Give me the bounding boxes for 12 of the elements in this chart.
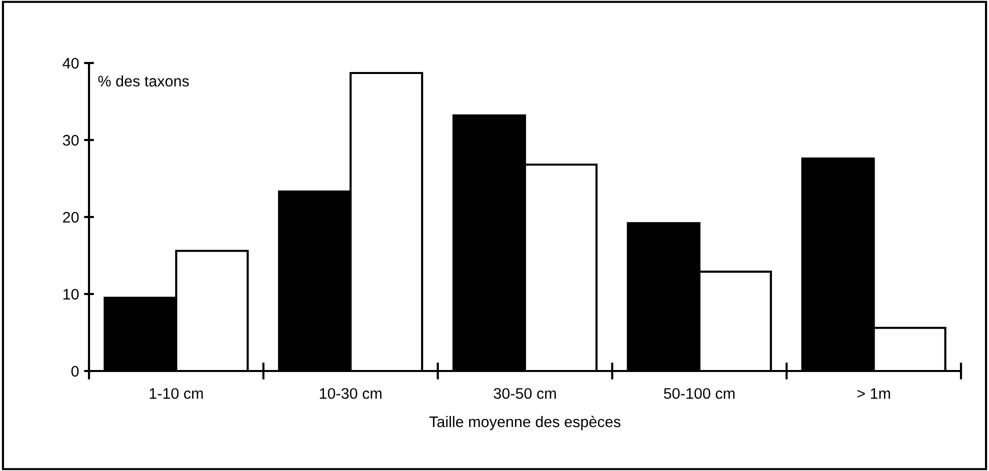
y-tick-label: 20 — [63, 212, 79, 223]
y-axis-title: % des taxons — [98, 75, 189, 87]
x-tick-label: > 1m — [857, 388, 890, 399]
y-tick-label: 10 — [63, 288, 79, 300]
x-tick-label: 10-30 cm — [320, 388, 382, 399]
x-tick-label: 1-10 cm — [150, 388, 203, 399]
x-tick-label: 50-100 cm — [664, 388, 734, 399]
x-axis-title: Taille moyenne des espèces — [429, 416, 620, 430]
y-tick-label: 30 — [62, 134, 79, 146]
y-tick-label: 40 — [62, 58, 79, 69]
x-tick-label: 30-50 cm — [494, 388, 556, 399]
y-tick-label: 0 — [71, 366, 79, 377]
